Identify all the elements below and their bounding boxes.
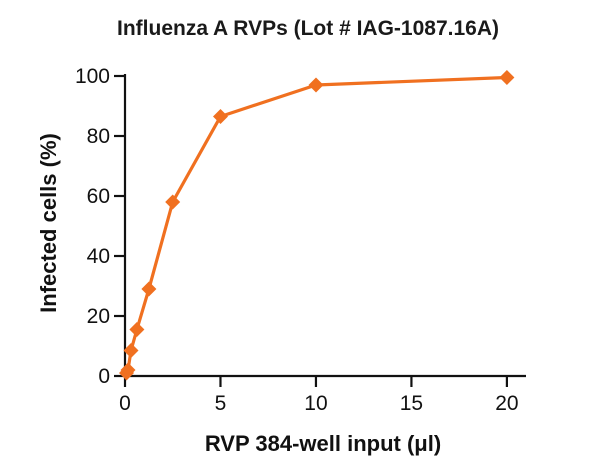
y-axis-label: Infected cells (%) <box>36 133 61 313</box>
y-tick-label-0: 0 <box>98 365 110 388</box>
plot-area <box>119 70 515 381</box>
y-tick-label-60: 60 <box>87 185 110 208</box>
series-line-0 <box>125 75 507 374</box>
x-tick-label-10: 10 <box>304 392 327 415</box>
x-axis-label: RVP 384-well input (μl) <box>205 431 441 456</box>
y-tick-label-100: 100 <box>75 65 110 88</box>
chart-title: Influenza A RVPs (Lot # IAG-1087.16A) <box>117 17 499 40</box>
x-ticks: 0 5 10 15 20 <box>119 376 519 415</box>
data-point-8 <box>499 70 515 85</box>
y-tick-label-40: 40 <box>87 245 110 268</box>
x-tick-label-0: 0 <box>119 392 131 415</box>
data-point-3 <box>129 322 145 337</box>
y-axis: 0 20 40 60 80 100 <box>75 65 127 388</box>
y-tick-label-80: 80 <box>87 125 110 148</box>
data-point-4 <box>141 281 157 297</box>
data-point-1 <box>120 362 136 378</box>
y-ticks: 0 20 40 60 80 100 <box>75 65 125 388</box>
x-tick-label-5: 5 <box>215 392 227 415</box>
x-axis: 0 5 10 15 20 <box>119 374 526 415</box>
x-tick-label-20: 20 <box>495 392 518 415</box>
x-tick-label-15: 15 <box>400 392 423 415</box>
data-point-6 <box>213 109 228 124</box>
data-point-5 <box>165 194 181 210</box>
data-point-7 <box>308 77 324 93</box>
data-point-2 <box>123 343 139 358</box>
y-tick-label-20: 20 <box>87 305 110 328</box>
